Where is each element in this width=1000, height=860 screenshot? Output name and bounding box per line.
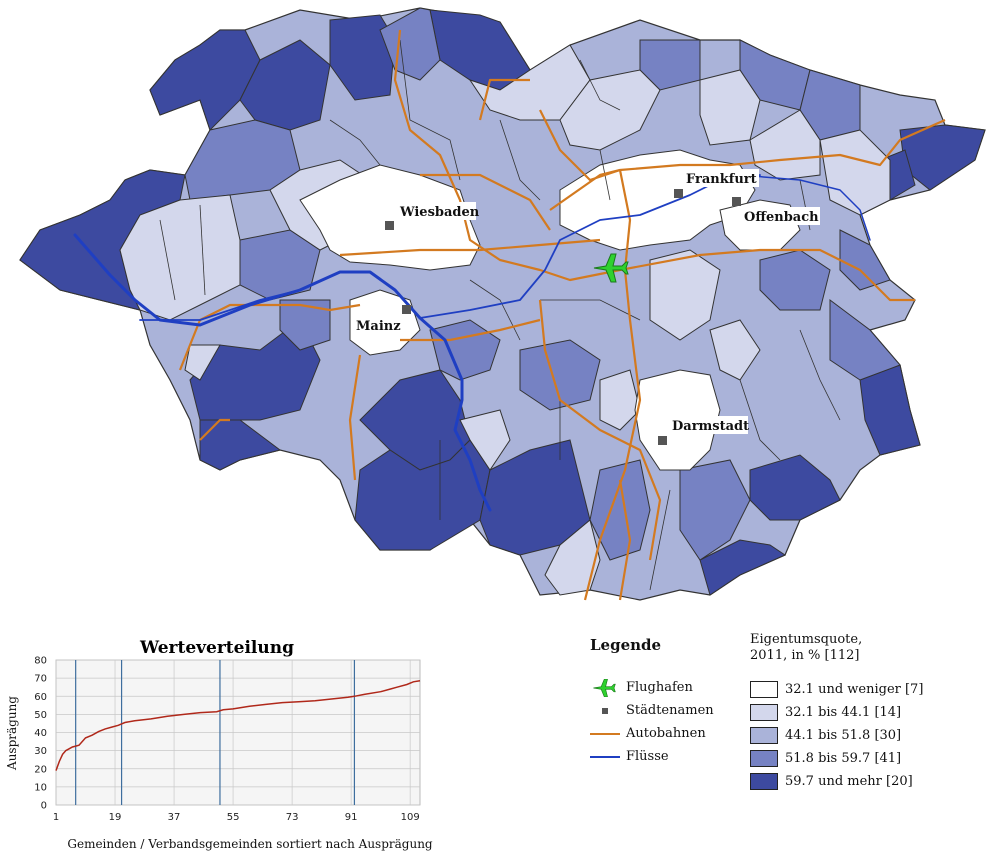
x-tick-label: 55 — [227, 812, 240, 823]
class-label-2: 32.1 bis 44.1 [14] — [785, 705, 902, 720]
y-tick-label: 40 — [34, 728, 47, 739]
airport-icon — [593, 253, 629, 283]
orange-line-icon — [590, 725, 620, 743]
city-wiesbaden: Wiesbaden — [385, 202, 480, 230]
legend-label-rivers: Flüsse — [626, 749, 669, 764]
x-tick-label: 73 — [286, 812, 299, 823]
x-tick-label: 37 — [168, 812, 181, 823]
legend-item-airport: Flughafen — [590, 676, 740, 699]
distribution-chart: Werteverteilung 0 10 20 30 40 50 60 70 80 1 19 37 5… — [5, 638, 433, 851]
autobahn-network — [178, 29, 946, 601]
y-tick-label: 80 — [34, 656, 47, 667]
class-swatch-1 — [750, 681, 778, 698]
legend-item-autobahn: Autobahnen — [590, 722, 740, 745]
class-item-3: 44.1 bis 51.8 [30] — [750, 724, 990, 747]
blue-line-icon — [590, 748, 620, 766]
y-gridlines — [56, 659, 420, 806]
distribution-title: Werteverteilung — [139, 638, 294, 658]
municipal-boundaries — [159, 39, 841, 591]
city-square-icon — [590, 702, 620, 720]
class-break-lines — [75, 660, 356, 805]
x-gridlines — [55, 660, 411, 805]
class-swatch-5 — [750, 773, 778, 790]
city-mainz: Mainz — [352, 305, 411, 334]
x-tick-label: 91 — [345, 812, 358, 823]
class-swatch-4 — [750, 750, 778, 767]
y-tick-label: 70 — [34, 674, 47, 685]
city-label-frankfurt: Frankfurt — [686, 172, 757, 187]
class-item-1: 32.1 und weniger [7] — [750, 678, 990, 701]
y-tick-labels: 0 10 20 30 40 50 60 70 80 — [34, 656, 47, 812]
legend-label-airport: Flughafen — [626, 680, 693, 695]
class-item-2: 32.1 bis 44.1 [14] — [750, 701, 990, 724]
class-swatch-2 — [750, 704, 778, 721]
class-swatch-3 — [750, 727, 778, 744]
class-legend: Eigentumsquote, 2011, in % [112] 32.1 un… — [750, 632, 990, 793]
class-legend-title-line1: Eigentumsquote, — [750, 632, 863, 647]
city-label-offenbach: Offenbach — [744, 210, 819, 225]
legend-label-cities: Städtenamen — [626, 703, 714, 718]
class-legend-title: Eigentumsquote, 2011, in % [112] — [750, 632, 990, 664]
y-tick-label: 50 — [34, 710, 47, 721]
y-tick-label: 60 — [34, 692, 47, 703]
y-tick-label: 30 — [34, 746, 47, 757]
distribution-line — [55, 680, 421, 771]
legend-item-cities: Städtenamen — [590, 699, 740, 722]
choropleth-map: Wiesbaden Mainz Frankfurt Offenbach Darm… — [19, 7, 986, 601]
city-label-darmstadt: Darmstadt — [672, 419, 749, 434]
class-label-1: 32.1 und weniger [7] — [785, 682, 924, 697]
legend-label-autobahn: Autobahnen — [626, 726, 706, 741]
airplane-icon — [590, 678, 620, 697]
y-tick-label: 0 — [41, 801, 47, 812]
y-axis-label: Ausprägung — [5, 696, 19, 771]
class-legend-title-line2: 2011, in % [112] — [750, 648, 860, 663]
legend: Legende Flughafen Städtenamen Autobahnen… — [590, 636, 740, 768]
y-tick-label: 10 — [34, 782, 47, 793]
x-tick-labels: 1 19 37 55 73 91 109 — [53, 812, 420, 823]
city-frankfurt: Frankfurt — [674, 169, 759, 198]
y-tick-label: 20 — [34, 764, 47, 775]
x-axis-label: Gemeinden / Verbandsgemeinden sortiert n… — [67, 837, 433, 851]
city-label-wiesbaden: Wiesbaden — [399, 205, 480, 220]
city-darmstadt: Darmstadt — [658, 416, 749, 445]
class-label-5: 59.7 und mehr [20] — [785, 774, 913, 789]
city-offenbach: Offenbach — [732, 197, 820, 225]
class5-regions — [19, 9, 986, 596]
x-tick-label: 109 — [401, 812, 420, 823]
class4-regions — [184, 7, 901, 561]
city-label-mainz: Mainz — [356, 319, 401, 334]
river-network — [73, 174, 871, 512]
class-item-5: 59.7 und mehr [20] — [750, 770, 990, 793]
city-markers: Wiesbaden Mainz Frankfurt Offenbach Darm… — [352, 169, 820, 445]
x-tick-label: 19 — [109, 812, 122, 823]
x-tick-label: 1 — [53, 812, 59, 823]
legend-item-rivers: Flüsse — [590, 745, 740, 768]
legend-title: Legende — [590, 636, 662, 654]
class-item-4: 51.8 bis 59.7 [41] — [750, 747, 990, 770]
class-label-4: 51.8 bis 59.7 [41] — [785, 751, 902, 766]
class-label-3: 44.1 bis 51.8 [30] — [785, 728, 902, 743]
